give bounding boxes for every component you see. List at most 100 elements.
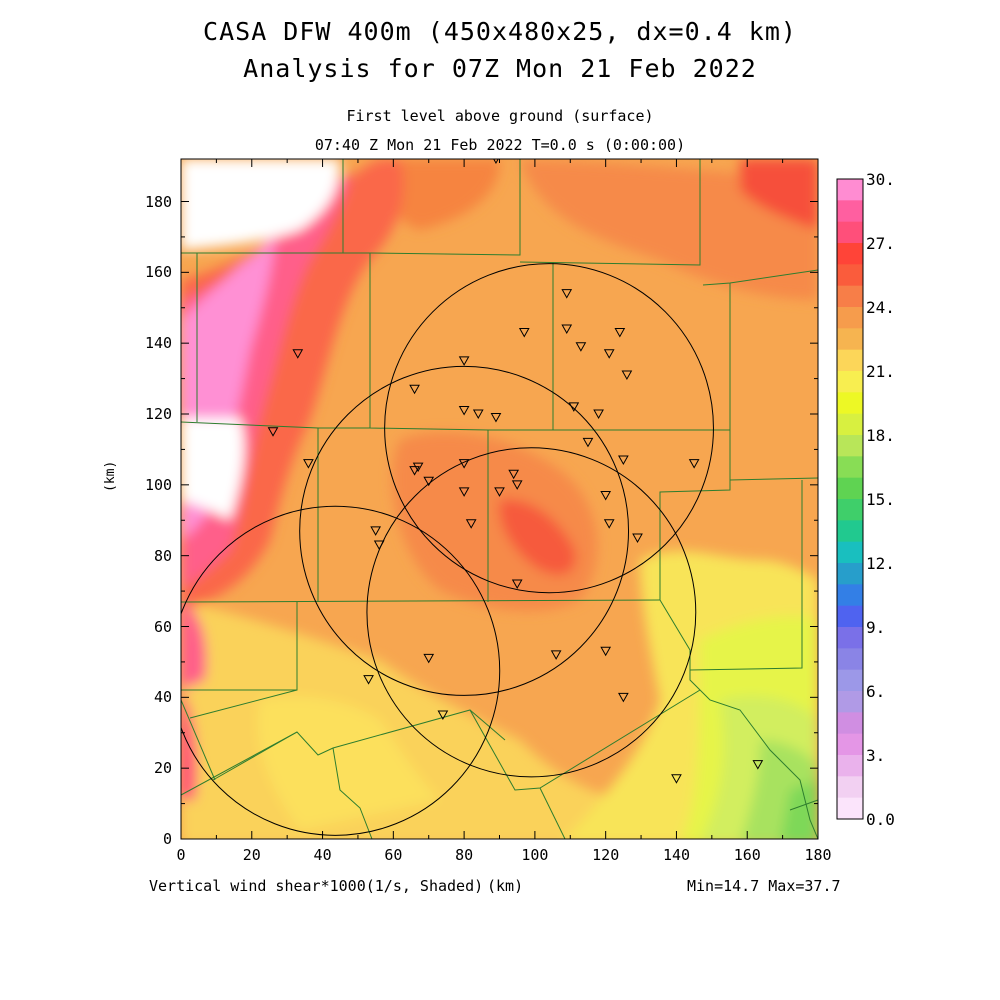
y-tick-label: 80 <box>154 546 173 565</box>
min-max-stats: Min=14.7 Max=37.7 <box>687 877 841 895</box>
subtitle: First level above ground (surface) <box>346 107 654 125</box>
y-tick-label: 20 <box>154 759 173 778</box>
station-marker <box>621 370 633 381</box>
station-marker <box>511 579 523 590</box>
station-marker <box>603 519 615 529</box>
county-boundaries <box>181 159 818 839</box>
colorbar-swatch <box>837 328 863 351</box>
station-marker <box>671 774 682 784</box>
colorbar-label: 0.0 <box>866 810 895 829</box>
axis-ticks <box>180 159 819 840</box>
colorbar-label: 9. <box>866 618 886 637</box>
station-marker <box>600 646 612 657</box>
station-marker <box>575 342 587 352</box>
station-marker <box>370 526 381 536</box>
station-marker <box>614 328 626 338</box>
colorbar-label: 30. <box>866 170 895 189</box>
title-line-1: CASA DFW 400m (450x480x25, dx=0.4 km) <box>203 17 797 46</box>
station-marker <box>618 455 629 466</box>
x-tick-label: 20 <box>242 846 261 864</box>
station-marker <box>458 356 470 366</box>
y-tick-label: 40 <box>154 688 173 707</box>
station-marker <box>618 692 629 703</box>
x-tick-label: 40 <box>313 846 332 864</box>
station-marker <box>593 409 604 420</box>
station-marker <box>494 487 505 497</box>
x-tick-label: 160 <box>733 846 761 864</box>
colorbar-label: 15. <box>866 490 895 509</box>
field-label: Vertical wind shear*1000(1/s, Shaded) <box>149 877 484 895</box>
radar-ring-1 <box>181 505 501 836</box>
x-axis-label: (km) <box>487 877 524 895</box>
colorbar-swatch <box>837 563 863 585</box>
colorbar-label: 6. <box>866 682 886 701</box>
colorbar-swatch <box>837 392 863 415</box>
y-tick-label: 60 <box>154 617 173 636</box>
radar-ring-2 <box>299 365 630 696</box>
y-tick-label: 160 <box>145 263 173 282</box>
colorbar-swatch <box>837 733 863 756</box>
station-marker <box>458 459 470 469</box>
station-marker <box>561 289 573 299</box>
x-tick-label: 0 <box>176 846 186 864</box>
colorbar-label: 18. <box>866 426 895 445</box>
station-marker <box>292 349 304 359</box>
colorbar-label: 12. <box>866 554 895 573</box>
station-marker <box>423 653 435 664</box>
station-marker <box>472 409 484 420</box>
colorbar-swatch <box>837 691 863 713</box>
colorbar-swatch <box>837 755 863 777</box>
colorbar-swatch <box>837 499 863 521</box>
station-marker <box>409 384 420 395</box>
colorbar-swatch <box>837 797 863 820</box>
station-marker <box>458 487 470 497</box>
station-marker <box>568 402 580 412</box>
x-tick-label: 80 <box>455 846 474 864</box>
colorbar-swatch <box>837 413 863 436</box>
colorbar-swatch <box>837 179 863 201</box>
station-marker <box>490 413 502 423</box>
station-marker <box>373 540 385 551</box>
colorbar-swatch <box>837 371 863 393</box>
station-marker <box>518 328 530 338</box>
x-tick-label: 100 <box>521 846 549 864</box>
y-tick-label: 140 <box>145 334 173 353</box>
colorbar-swatch <box>837 200 863 223</box>
y-axis-label: (km) <box>103 460 118 492</box>
title-line-2: Analysis for 07Z Mon 21 Feb 2022 <box>243 54 757 83</box>
station-marker <box>550 650 562 660</box>
station-marker <box>363 675 374 685</box>
x-tick-label: 140 <box>662 846 691 864</box>
colorbar-swatch <box>837 776 863 799</box>
colorbar-swatch <box>837 648 863 671</box>
y-tick-label: 100 <box>145 475 173 494</box>
colorbar-swatch <box>837 285 863 308</box>
x-tick-label: 60 <box>384 846 403 864</box>
colorbar-swatch <box>837 349 863 372</box>
shaded-field <box>181 159 818 839</box>
station-marker <box>582 437 594 448</box>
colorbar-swatch <box>837 669 863 692</box>
x-tick-label: 120 <box>592 846 620 864</box>
station-marker <box>688 459 700 469</box>
station-marker <box>603 349 615 359</box>
colorbar-label: 3. <box>866 746 886 765</box>
colorbar-swatch <box>837 520 863 543</box>
radar-ring-3 <box>384 263 714 594</box>
colorbar-swatch <box>837 605 863 628</box>
colorbar-swatch <box>837 712 863 735</box>
colorbar-label: 24. <box>866 298 895 317</box>
station-markers <box>267 159 764 784</box>
colorbar-swatch <box>837 456 863 479</box>
colorbar-swatch <box>837 243 863 265</box>
colorbar-swatch <box>837 307 863 329</box>
colorbar-swatch <box>837 435 863 457</box>
station-marker <box>437 710 449 721</box>
colorbar-swatch <box>837 264 863 287</box>
station-marker <box>561 324 573 335</box>
station-marker <box>409 466 420 476</box>
y-tick-label: 180 <box>145 192 173 211</box>
station-marker <box>632 533 643 543</box>
station-marker <box>752 760 764 770</box>
station-marker <box>303 459 314 469</box>
